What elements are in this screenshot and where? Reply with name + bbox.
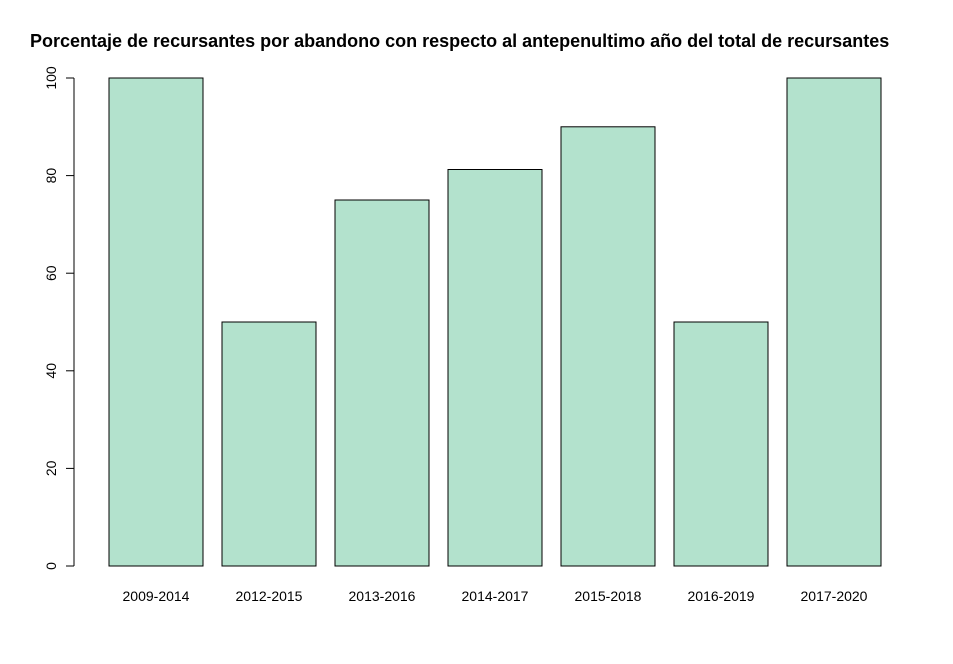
y-tick-label: 20 [43, 460, 59, 476]
x-tick-label: 2016-2019 [688, 588, 755, 604]
bar-2016-2019 [673, 321, 769, 567]
x-tick-label: 2017-2020 [801, 588, 868, 604]
bar-2014-2017 [447, 169, 543, 567]
x-tick-label: 2013-2016 [349, 588, 416, 604]
x-tick-label: 2015-2018 [575, 588, 642, 604]
bar-2012-2015 [221, 321, 317, 567]
chart-title: Porcentaje de recursantes por abandono c… [30, 31, 889, 51]
bars [108, 77, 882, 567]
bar-2009-2014 [108, 77, 204, 567]
y-axis: 0 20 40 60 80 100 [43, 66, 75, 570]
x-tick-label: 2012-2015 [236, 588, 303, 604]
bar-2013-2016 [334, 199, 430, 567]
y-tick-label: 40 [43, 363, 59, 379]
bar-2017-2020 [786, 77, 882, 567]
x-axis-labels: 2009-2014 2012-2015 2013-2016 2014-2017 2015… [123, 588, 868, 604]
y-tick-label: 0 [43, 562, 59, 570]
y-tick-label: 100 [43, 66, 59, 90]
y-tick-label: 60 [43, 265, 59, 281]
y-tick-label: 80 [43, 168, 59, 184]
x-tick-label: 2009-2014 [123, 588, 190, 604]
x-tick-label: 2014-2017 [462, 588, 529, 604]
bar-2015-2018 [560, 126, 656, 567]
